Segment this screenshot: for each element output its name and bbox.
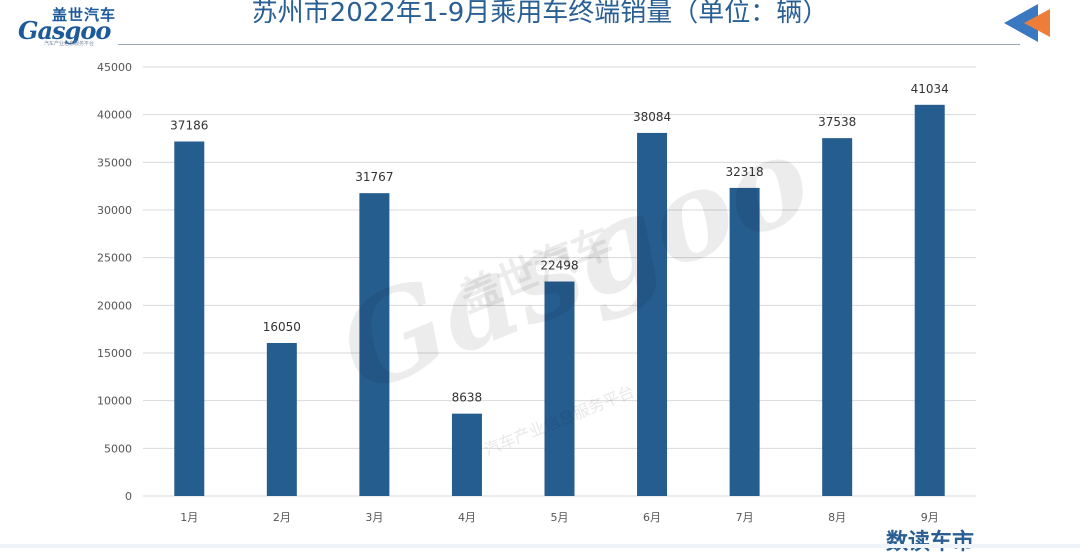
bar — [544, 281, 575, 496]
x-tick-label: 2月 — [273, 511, 291, 524]
back-arrow-icon[interactable] — [1004, 4, 1056, 42]
data-label: 32318 — [726, 165, 764, 179]
y-tick-label: 20000 — [97, 299, 132, 312]
y-tick-label: 40000 — [97, 109, 132, 122]
x-tick-label: 7月 — [736, 511, 754, 524]
x-tick-label: 4月 — [458, 511, 476, 524]
y-tick-label: 35000 — [97, 156, 132, 169]
y-tick-label: 10000 — [97, 395, 132, 408]
data-label: 8638 — [452, 391, 483, 405]
data-label: 37538 — [818, 115, 856, 129]
y-tick-label: 5000 — [104, 442, 132, 455]
bar — [637, 132, 668, 496]
bar — [451, 413, 482, 496]
data-label: 41034 — [911, 82, 949, 96]
y-tick-label: 25000 — [97, 252, 132, 265]
footer-band — [0, 544, 1080, 548]
x-tick-label: 8月 — [828, 511, 846, 524]
data-labels: 37186 16050 31767 8638 22498 38084 32318 37538 4… — [170, 82, 949, 405]
data-label: 16050 — [263, 320, 301, 334]
bar — [266, 342, 297, 496]
title-divider — [118, 44, 1020, 45]
gasgoo-logo: 盖世汽车 Gasgoo 汽车产业信息服务平台 — [14, 4, 124, 48]
bar — [174, 141, 205, 496]
footer-logo: 数读车市 — [886, 530, 975, 555]
logo-name-en: Gasgoo — [18, 16, 111, 45]
y-tick-label: 45000 — [97, 61, 132, 74]
x-tick-label: 1月 — [180, 511, 198, 524]
bar — [359, 193, 390, 496]
y-axis-ticks: 0 5000 10000 15000 20000 25000 30000 35000 40000… — [97, 61, 132, 503]
data-label: 37186 — [170, 118, 208, 132]
y-tick-label: 0 — [125, 490, 132, 503]
data-label: 31767 — [355, 170, 393, 184]
data-label: 38084 — [633, 110, 671, 124]
data-label: 22498 — [540, 259, 578, 273]
logo-tagline: 汽车产业信息服务平台 — [44, 41, 95, 47]
y-tick-label: 30000 — [97, 204, 132, 217]
logo-name-cn: 盖世汽车 — [52, 6, 117, 24]
x-tick-label: 5月 — [551, 511, 569, 524]
bar — [729, 187, 760, 496]
bar — [822, 138, 853, 496]
x-tick-label: 9月 — [921, 511, 939, 524]
x-axis-ticks: 1月 2月 3月 4月 5月 6月 7月 8月 9月 — [180, 511, 938, 524]
y-tick-label: 15000 — [97, 347, 132, 360]
bars — [174, 104, 945, 496]
x-tick-label: 3月 — [365, 511, 383, 524]
chart-title: 苏州市2022年1-9月乘用车终端销量（单位：辆） — [251, 0, 829, 28]
x-tick-label: 6月 — [643, 511, 661, 524]
bar — [914, 104, 945, 496]
